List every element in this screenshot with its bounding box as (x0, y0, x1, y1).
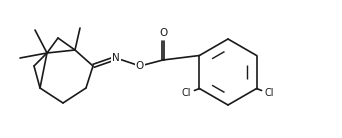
Text: O: O (136, 61, 144, 71)
Text: N: N (112, 53, 120, 63)
Text: O: O (159, 28, 167, 38)
Text: Cl: Cl (265, 87, 274, 98)
Text: Cl: Cl (182, 87, 192, 98)
